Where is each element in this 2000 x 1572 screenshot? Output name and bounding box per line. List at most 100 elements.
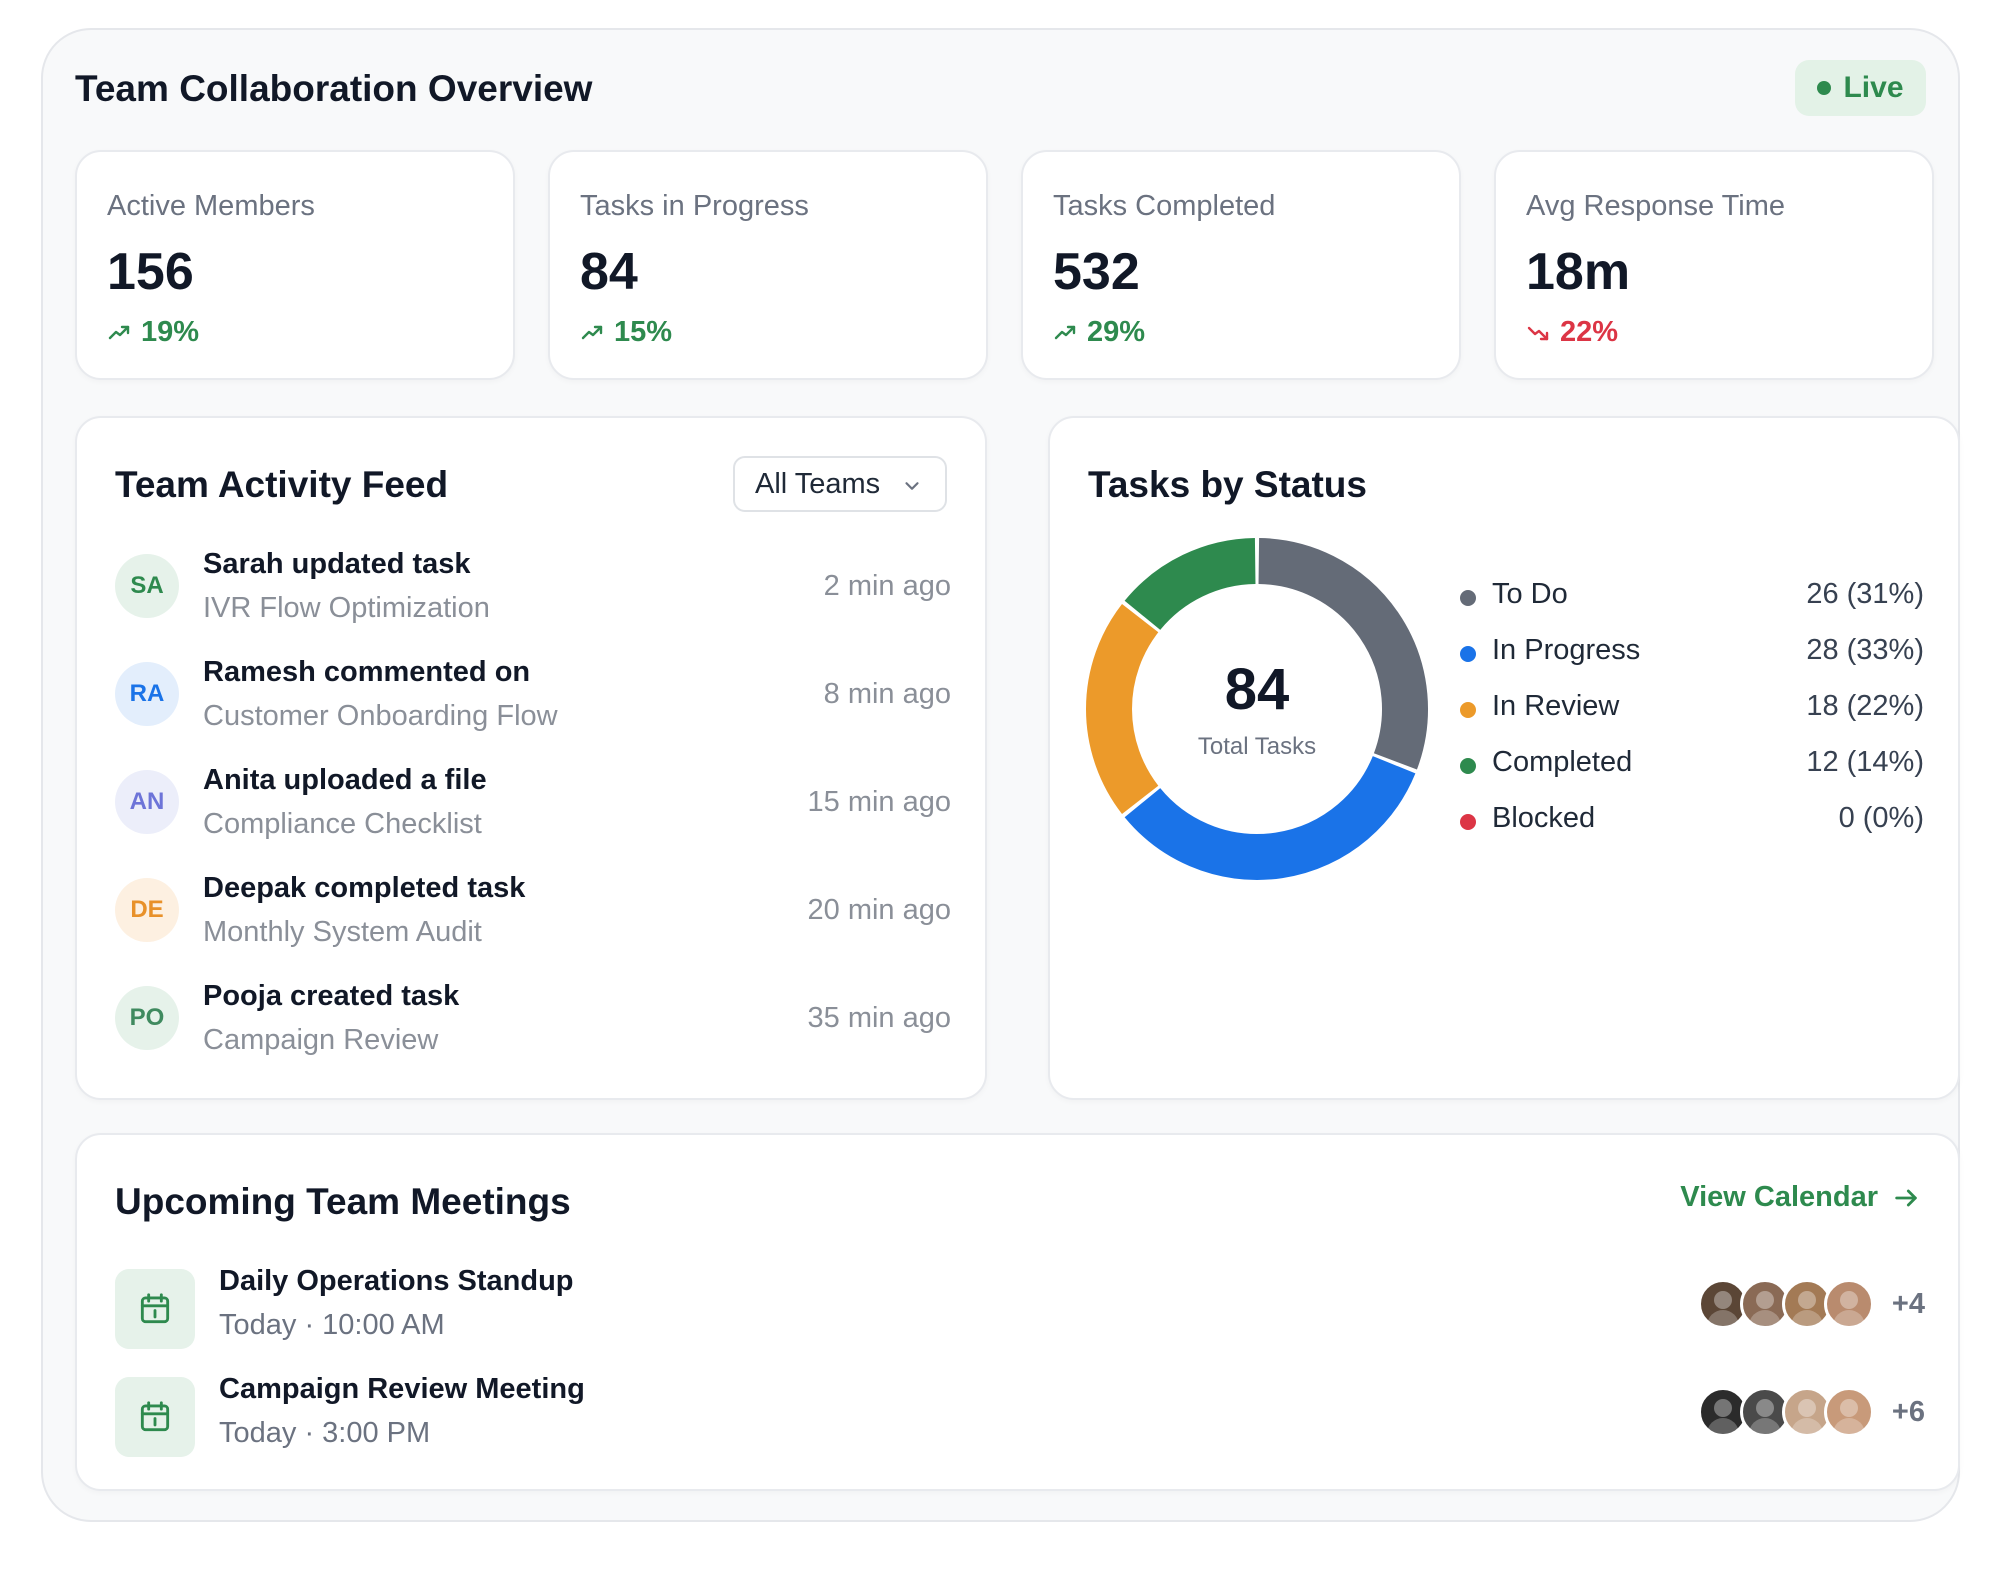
activity-item[interactable]: AN Anita uploaded a file Compliance Chec… (115, 764, 951, 854)
chevron-down-icon (905, 482, 919, 490)
legend-dot-icon (1460, 814, 1476, 830)
tasks-by-status-panel: Tasks by Status 84 Total Tasks To Do 26 (… (1048, 416, 1960, 1100)
legend-label: Blocked (1492, 802, 1596, 834)
kpi-change: 19% (107, 316, 199, 349)
avatar: PO (115, 986, 179, 1050)
attendee-avatar (1823, 1387, 1874, 1437)
meeting-item[interactable]: Daily Operations Standup Today · 10:00 A… (115, 1263, 1925, 1353)
attendee-avatar (1823, 1279, 1874, 1329)
trend-up-icon (1054, 325, 1076, 339)
kpi-card-active-members: Active Members 156 19% (75, 150, 515, 380)
legend-value: 28 (33%) (1806, 634, 1924, 666)
live-status-label: Live (1843, 71, 1904, 104)
kpi-card-tasks-in-progress: Tasks in Progress 84 15% (548, 150, 988, 380)
legend-dot-icon (1460, 590, 1476, 606)
activity-subtitle: Customer Onboarding Flow (203, 700, 558, 732)
kpi-change: 29% (1053, 316, 1145, 349)
meeting-item[interactable]: Campaign Review Meeting Today · 3:00 PM … (115, 1371, 1925, 1461)
activity-title: Anita uploaded a file (203, 764, 487, 796)
meeting-title: Campaign Review Meeting (219, 1373, 585, 1405)
activity-time: 2 min ago (823, 570, 951, 602)
status-legend: To Do 26 (31%) In Progress 28 (33%) In Revie… (1460, 578, 1924, 858)
meetings-panel: Upcoming Team Meetings View Calendar Dai… (75, 1133, 1960, 1491)
activity-time: 20 min ago (807, 894, 952, 926)
donut-total: 84 (1224, 657, 1290, 722)
trend-down-icon (1527, 326, 1549, 340)
calendar-icon (140, 1293, 170, 1324)
attendee-group[interactable]: +4 (1697, 1279, 1925, 1329)
kpi-value: 156 (107, 243, 194, 301)
legend-dot-icon (1460, 758, 1476, 774)
view-calendar-link[interactable]: View Calendar (1680, 1181, 1920, 1214)
kpi-value: 532 (1053, 243, 1140, 301)
kpi-label: Tasks Completed (1053, 190, 1276, 222)
activity-subtitle: Compliance Checklist (203, 808, 482, 840)
kpi-change: 15% (580, 316, 672, 349)
activity-title: Sarah updated task (203, 548, 471, 580)
calendar-icon-box (115, 1269, 195, 1349)
legend-value: 26 (31%) (1806, 578, 1924, 610)
donut-svg (1086, 538, 1428, 880)
activity-item[interactable]: RA Ramesh commented on Customer Onboardi… (115, 656, 951, 746)
attendee-extra-count: +6 (1891, 1395, 1925, 1428)
status-chart-title: Tasks by Status (1088, 464, 1367, 505)
activity-title: Deepak completed task (203, 872, 526, 904)
legend-value: 0 (0%) (1838, 802, 1924, 834)
legend-dot-icon (1460, 646, 1476, 662)
avatar: SA (115, 554, 179, 618)
team-filter-value: All Teams (755, 467, 881, 500)
arrow-right-icon (1895, 1189, 1917, 1206)
legend-item-in-progress[interactable]: In Progress 28 (33%) (1460, 634, 1924, 690)
live-status-badge: Live (1795, 60, 1926, 116)
activity-item[interactable]: SA Sarah updated task IVR Flow Optimizat… (115, 548, 951, 638)
attendee-extra-count: +4 (1891, 1287, 1925, 1320)
activity-title: Pooja created task (203, 980, 460, 1012)
avatar: RA (115, 662, 179, 726)
calendar-icon (140, 1401, 170, 1432)
avatar: DE (115, 878, 179, 942)
activity-item[interactable]: PO Pooja created task Campaign Review 35… (115, 980, 951, 1070)
activity-time: 8 min ago (823, 678, 951, 710)
kpi-change: 22% (1526, 316, 1618, 349)
attendee-group[interactable]: +6 (1697, 1387, 1925, 1437)
legend-item-blocked[interactable]: Blocked 0 (0%) (1460, 802, 1924, 858)
meeting-time: Today · 3:00 PM (219, 1417, 431, 1449)
avatar: AN (115, 770, 179, 834)
attendee-avatar (1697, 1387, 1748, 1437)
legend-label: To Do (1492, 578, 1568, 610)
team-filter-select[interactable]: All Teams (733, 456, 947, 512)
status-donut-chart: 84 Total Tasks (1084, 536, 1430, 882)
donut-slice-in-progress[interactable] (1124, 755, 1416, 880)
activity-time: 15 min ago (807, 786, 952, 818)
kpi-value: 18m (1526, 243, 1631, 301)
donut-slice-completed[interactable] (1124, 538, 1257, 631)
attendee-avatar (1739, 1387, 1790, 1437)
legend-label: Completed (1492, 746, 1633, 778)
legend-item-to-do[interactable]: To Do 26 (31%) (1460, 578, 1924, 634)
kpi-label: Tasks in Progress (580, 190, 809, 222)
activity-subtitle: Monthly System Audit (203, 916, 482, 948)
live-dot-icon (1817, 81, 1832, 95)
activity-time: 35 min ago (807, 1002, 952, 1034)
donut-slice-to-do[interactable] (1258, 538, 1428, 770)
activity-item[interactable]: DE Deepak completed task Monthly System … (115, 872, 951, 962)
donut-center: 84 Total Tasks (1084, 536, 1430, 882)
view-calendar-label: View Calendar (1680, 1181, 1878, 1213)
legend-value: 12 (14%) (1806, 746, 1924, 778)
legend-value: 18 (22%) (1806, 690, 1924, 722)
trend-up-icon (581, 325, 603, 339)
legend-item-completed[interactable]: Completed 12 (14%) (1460, 746, 1924, 802)
kpi-label: Avg Response Time (1526, 190, 1785, 222)
activity-feed-title: Team Activity Feed (115, 464, 449, 505)
activity-feed-panel: Team Activity Feed All Teams SA Sarah up… (75, 416, 987, 1100)
kpi-value: 84 (580, 243, 638, 301)
legend-label: In Progress (1492, 634, 1641, 666)
calendar-icon-box (115, 1377, 195, 1457)
donut-slice-in-review[interactable] (1086, 604, 1159, 814)
dashboard-shell: Team Collaboration Overview Live Active … (41, 28, 1960, 1522)
legend-label: In Review (1492, 690, 1620, 722)
meetings-title: Upcoming Team Meetings (115, 1181, 571, 1222)
kpi-card-tasks-completed: Tasks Completed 532 29% (1021, 150, 1461, 380)
meeting-title: Daily Operations Standup (219, 1265, 574, 1297)
legend-item-in-review[interactable]: In Review 18 (22%) (1460, 690, 1924, 746)
